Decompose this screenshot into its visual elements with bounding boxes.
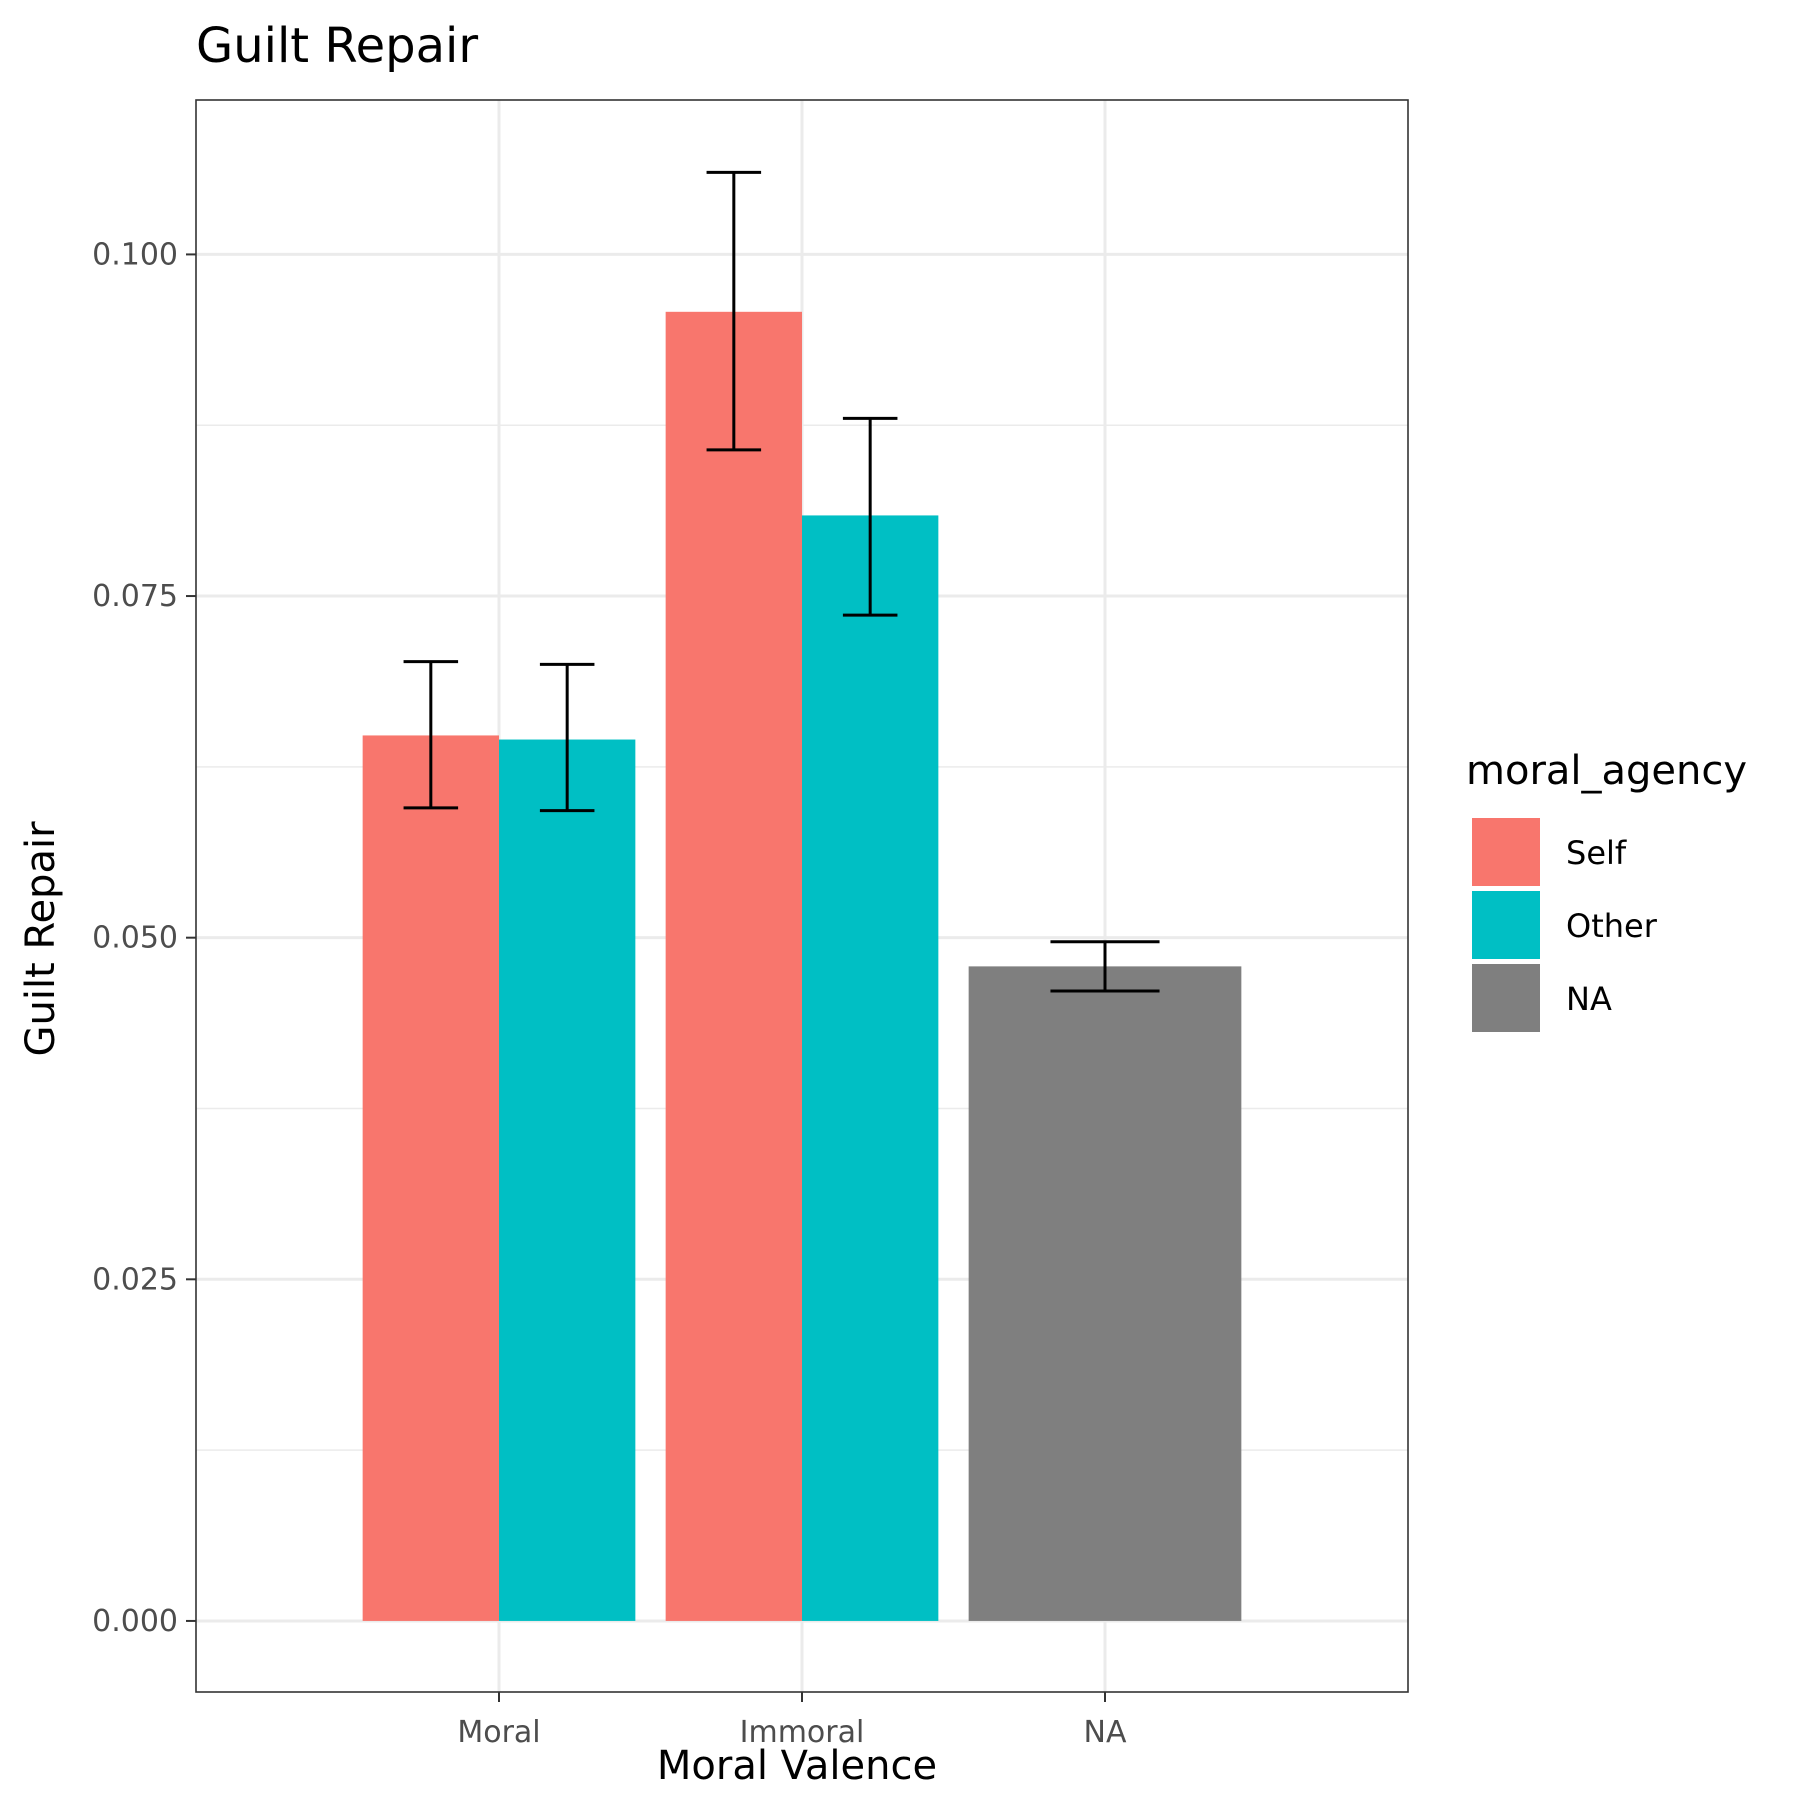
legend-title: moral_agency [1466, 748, 1747, 794]
legend-key [1472, 818, 1540, 886]
legend-key [1472, 964, 1540, 1032]
legend-items: Self Other NA [1472, 818, 1658, 1032]
x-tick-label: NA [1084, 1715, 1127, 1750]
axes: 0.000 0.025 0.050 0.075 0.100 Moral Immoral NA [92, 237, 1127, 1750]
error-bars [403, 170, 1160, 993]
error-bar-na-na [1050, 940, 1160, 993]
x-tick-label: Immoral [740, 1715, 865, 1750]
y-tick-label: 0.075 [92, 579, 178, 614]
y-tick-label: 0.000 [92, 1604, 178, 1639]
y-tick-label: 0.100 [92, 237, 178, 272]
bar-immoral-self [665, 311, 802, 1621]
legend-key [1472, 891, 1540, 959]
error-bar-moral-self [403, 660, 459, 810]
chart-title: Guilt Repair [196, 18, 478, 74]
bar-immoral-other [802, 515, 939, 1621]
y-tick-label: 0.050 [92, 921, 178, 956]
legend-item-self: Self [1472, 818, 1627, 886]
x-tick-label: Moral [457, 1715, 540, 1750]
legend-item-other: Other [1472, 891, 1658, 959]
bar-moral-other [499, 739, 636, 1621]
legend-label: NA [1566, 980, 1612, 1018]
bar-na-na [968, 966, 1242, 1621]
y-axis-title: Guilt Repair [18, 821, 64, 1057]
error-bar-immoral-self [706, 170, 762, 452]
legend-label: Other [1566, 907, 1658, 945]
y-tick-label: 0.025 [92, 1262, 178, 1297]
error-bar-immoral-other [842, 416, 898, 617]
legend: moral_agency Self Other NA [1466, 748, 1747, 1032]
bar-moral-self [362, 735, 499, 1621]
error-bar-moral-other [539, 662, 595, 813]
legend-label: Self [1566, 834, 1627, 872]
bars [362, 311, 1242, 1621]
x-axis-title: Moral Valence [657, 1743, 937, 1789]
legend-item-na: NA [1472, 964, 1612, 1032]
